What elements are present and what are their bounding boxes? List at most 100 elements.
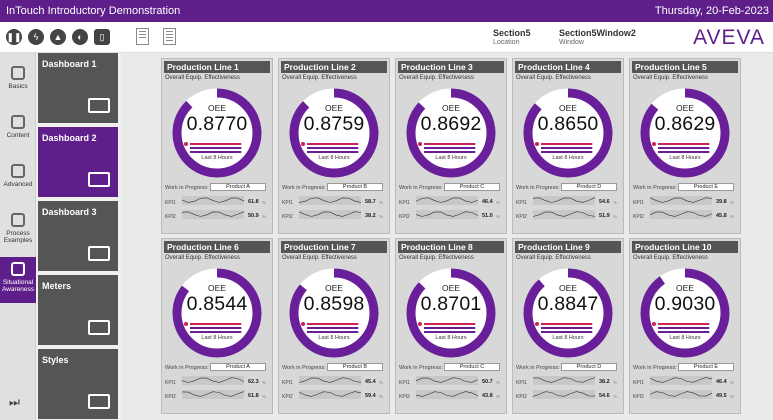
dashboard-item-2[interactable]: Dashboard 2 xyxy=(38,127,118,197)
status-bar xyxy=(190,331,242,333)
kpi1-label: KPI1 xyxy=(516,380,527,386)
alarm-dot xyxy=(535,322,539,326)
rail-item-situational-awareness[interactable]: Situational Awareness xyxy=(0,257,36,303)
product-field[interactable]: Product A xyxy=(210,363,266,371)
rail-item-label: Process Examples xyxy=(3,230,33,244)
tablet-icon[interactable]: ▯ xyxy=(94,29,110,45)
product-field[interactable]: Product B xyxy=(327,363,383,371)
status-bar xyxy=(541,323,593,325)
production-card[interactable]: Production Line 3 Overall Equip. Effectiv… xyxy=(395,58,507,234)
dashboard-item-3[interactable]: Dashboard 3 xyxy=(38,201,118,271)
status-bar xyxy=(424,143,476,145)
kpi2-label: KPI2 xyxy=(165,394,176,400)
production-card[interactable]: Production Line 7 Overall Equip. Effectiv… xyxy=(278,238,390,414)
card-subtitle: Overall Equip. Effectiveness xyxy=(165,255,240,261)
status-bar xyxy=(541,147,593,149)
product-field[interactable]: Product D xyxy=(561,363,617,371)
rail-item-basics[interactable]: Basics xyxy=(0,61,36,107)
pause-icon[interactable]: ❚❚ xyxy=(6,29,22,45)
product-field[interactable]: Product C xyxy=(444,363,500,371)
kpi2-value: 59.4 xyxy=(365,393,376,399)
kpi2-label: KPI2 xyxy=(633,394,644,400)
production-card[interactable]: Production Line 9 Overall Equip. Effectiv… xyxy=(512,238,624,414)
production-card[interactable]: Production Line 2 Overall Equip. Effectiv… xyxy=(278,58,390,234)
lightning-icon[interactable]: ϟ xyxy=(28,29,44,45)
period-label: Last 8 Hours xyxy=(435,335,467,341)
product-field[interactable]: Product D xyxy=(561,183,617,191)
production-card[interactable]: Production Line 5 Overall Equip. Effectiv… xyxy=(629,58,741,234)
product-field[interactable]: Product E xyxy=(678,363,734,371)
kpi2-label: KPI2 xyxy=(399,214,410,220)
product-field[interactable]: Product C xyxy=(444,183,500,191)
dashboard-item-4[interactable]: Meters xyxy=(38,275,118,345)
card-title: Production Line 8 xyxy=(398,241,504,253)
product-field[interactable]: Product B xyxy=(327,183,383,191)
production-card[interactable]: Production Line 1 Overall Equip. Effectiv… xyxy=(161,58,273,234)
period-label: Last 8 Hours xyxy=(669,335,701,341)
rail-item-process-examples[interactable]: Process Examples xyxy=(0,208,36,254)
bell-icon[interactable]: ▲ xyxy=(50,29,66,45)
kpi1-unit-icon: % xyxy=(262,200,267,205)
fast-forward-icon[interactable]: ⏭ xyxy=(9,395,20,409)
card-subtitle: Overall Equip. Effectiveness xyxy=(516,75,591,81)
wip-label: Work in Progress: xyxy=(633,185,677,191)
kpi-sparkline-bg xyxy=(299,376,361,385)
status-bar xyxy=(658,151,710,153)
oee-label: OEE xyxy=(559,103,577,113)
card-title: Production Line 6 xyxy=(164,241,270,253)
kpi-sparkline xyxy=(649,197,713,203)
dashboard-item-1[interactable]: Dashboard 1 xyxy=(38,53,118,123)
gauge-fill xyxy=(406,268,496,358)
location-value: Section5 xyxy=(493,28,531,38)
production-card[interactable]: Production Line 4 Overall Equip. Effectiv… xyxy=(512,58,624,234)
kpi2-unit-icon: % xyxy=(262,214,267,219)
kpi1-label: KPI1 xyxy=(165,200,176,206)
period-label: Last 8 Hours xyxy=(435,155,467,161)
kpi-sparkline-bg xyxy=(650,196,712,205)
oee-label: OEE xyxy=(442,283,460,293)
production-card[interactable]: Production Line 8 Overall Equip. Effectiv… xyxy=(395,238,507,414)
status-bar xyxy=(658,143,710,145)
rail-item-advanced[interactable]: Advanced xyxy=(0,159,36,205)
oee-gauge xyxy=(406,268,496,399)
kpi2-unit-icon: % xyxy=(730,394,735,399)
contrast-icon[interactable]: ◐ xyxy=(72,29,88,45)
status-bar xyxy=(424,331,476,333)
product-field[interactable]: Product E xyxy=(678,183,734,191)
oee-gauge xyxy=(523,88,613,219)
kpi-sparkline-bg xyxy=(533,376,595,385)
dashboard-icon xyxy=(88,172,110,187)
kpi1-unit-icon: % xyxy=(613,380,618,385)
kpi1-unit-icon: % xyxy=(379,380,384,385)
gauge-fill xyxy=(640,268,730,358)
kpi-sparkline xyxy=(298,211,362,217)
status-bar xyxy=(658,331,710,333)
kpi-sparkline xyxy=(181,211,245,217)
kpi1-value: 62.3 xyxy=(248,379,259,385)
rail-item-content[interactable]: Content xyxy=(0,110,36,156)
kpi-sparkline xyxy=(181,391,245,397)
production-card[interactable]: Production Line 10 Overall Equip. Effecti… xyxy=(629,238,741,414)
flag-icon[interactable] xyxy=(136,28,149,45)
rail-item-label: Basics xyxy=(8,83,28,90)
production-card[interactable]: Production Line 6 Overall Equip. Effectiv… xyxy=(161,238,273,414)
status-bar xyxy=(190,323,242,325)
oee-gauge xyxy=(172,88,262,219)
card-title: Production Line 5 xyxy=(632,61,738,73)
kpi-sparkline-bg xyxy=(533,210,595,219)
oee-value: 0.8770 xyxy=(186,113,248,135)
kpi2-value: 50.9 xyxy=(248,213,259,219)
gauge-fill xyxy=(406,88,496,178)
oee-value: 0.9030 xyxy=(654,293,716,315)
document-icon[interactable] xyxy=(163,28,176,45)
window-value: Section5Window2 xyxy=(559,28,636,38)
gauge-fill xyxy=(172,268,262,358)
wip-label: Work in Progress: xyxy=(165,365,209,371)
card-title: Production Line 1 xyxy=(164,61,270,73)
kpi-sparkline-bg xyxy=(182,210,244,219)
kpi2-unit-icon: % xyxy=(496,214,501,219)
product-field[interactable]: Product A xyxy=(210,183,266,191)
kpi1-label: KPI1 xyxy=(282,380,293,386)
wip-label: Work in Progress: xyxy=(282,365,326,371)
dashboard-item-5[interactable]: Styles xyxy=(38,349,118,419)
